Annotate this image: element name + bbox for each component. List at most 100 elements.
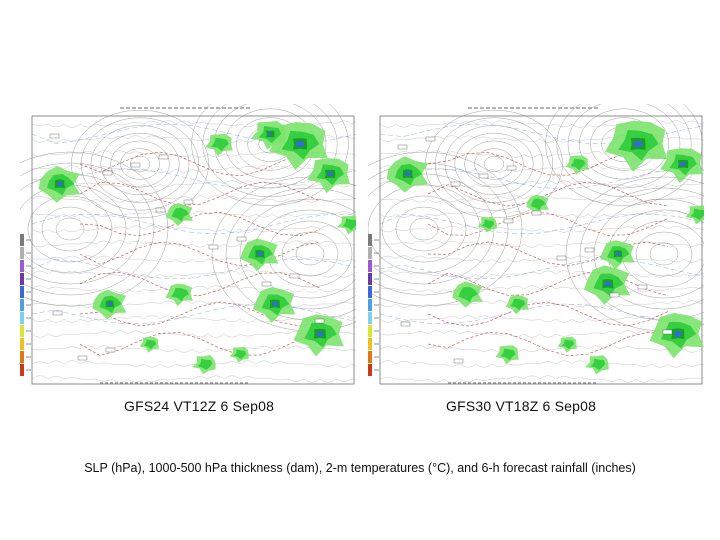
map-panel-left xyxy=(20,104,356,388)
thickness-contour xyxy=(31,303,356,324)
colorbar-swatch xyxy=(20,364,24,376)
colorbar-swatch xyxy=(20,247,24,259)
rainfall-area xyxy=(458,286,479,303)
rainfall-area xyxy=(211,137,229,152)
isobar-line xyxy=(31,195,356,203)
colorbar-swatch xyxy=(368,325,372,337)
isobar-contour xyxy=(20,151,169,307)
contour-label xyxy=(102,170,113,176)
colorbar-swatch xyxy=(20,260,24,272)
isobar-line xyxy=(379,225,704,233)
colorbar-swatch xyxy=(20,325,24,337)
isobar-contour xyxy=(129,156,151,172)
temperature-contour xyxy=(427,181,669,207)
isobar-line xyxy=(379,375,704,383)
temperature-contour xyxy=(427,301,669,327)
rainfall-area xyxy=(690,208,704,221)
isobar-contour xyxy=(368,184,481,274)
contour-label xyxy=(130,162,141,168)
thickness-contour xyxy=(31,214,356,235)
rainfall-area xyxy=(233,349,247,360)
contour-label xyxy=(261,281,272,287)
contour-label xyxy=(503,218,514,224)
isobar-contour xyxy=(55,217,85,241)
rainfall-core xyxy=(107,302,113,306)
temperature-contour xyxy=(427,272,669,297)
isobar-line xyxy=(31,165,356,173)
isobar-line xyxy=(31,210,356,218)
rainfall-area xyxy=(570,158,586,171)
isobar-contour xyxy=(464,140,524,188)
rainfall-area xyxy=(481,219,494,229)
isobar-line xyxy=(379,285,704,293)
map-panel-right xyxy=(368,104,704,388)
rainfall-area xyxy=(171,207,190,222)
colorbar-swatch xyxy=(368,273,372,285)
colorbar-swatch xyxy=(20,312,24,324)
isobar-contour xyxy=(545,104,703,206)
isobar-contour xyxy=(454,132,534,196)
contour-label xyxy=(155,207,166,213)
rainfall-core xyxy=(615,252,621,256)
forecast-map-left xyxy=(20,104,356,385)
isobar-contour xyxy=(578,108,670,180)
contour-label xyxy=(236,236,247,242)
thickness-contour xyxy=(379,123,704,145)
isobar-contour xyxy=(239,198,356,310)
temperature-contour xyxy=(79,181,321,206)
contour-label xyxy=(158,154,169,160)
rainfall-core xyxy=(633,140,643,148)
temperature-contour xyxy=(79,151,321,177)
isobar-contour xyxy=(110,140,170,188)
rainfall-area xyxy=(510,298,526,311)
colorbar-swatch xyxy=(368,299,372,311)
isobar-contour xyxy=(20,162,155,296)
isobar-line xyxy=(31,375,356,383)
contour-label xyxy=(584,247,595,253)
contour-label xyxy=(105,347,116,353)
isobar-contour xyxy=(434,117,554,211)
temperature-contour xyxy=(79,301,321,327)
contour-label xyxy=(208,244,219,250)
figure-caption: SLP (hPa), 1000-500 hPa thickness (dam),… xyxy=(84,461,636,475)
isobar-line xyxy=(379,270,704,278)
contour-label xyxy=(556,255,567,261)
isobar-contour xyxy=(100,132,180,196)
contour-label xyxy=(506,165,517,171)
thickness-contour xyxy=(31,258,356,280)
contour-label xyxy=(637,284,648,290)
contour-label xyxy=(397,144,408,150)
contour-label xyxy=(289,273,300,279)
isobar-contour xyxy=(295,242,325,266)
contour-label xyxy=(425,136,436,142)
colorbar-swatch xyxy=(368,247,372,259)
isobar-line xyxy=(31,270,356,278)
temperature-contour xyxy=(427,212,669,236)
isobar-line xyxy=(31,225,356,233)
rainfall-core xyxy=(295,141,305,147)
thickness-contour xyxy=(31,123,356,144)
contour-label xyxy=(183,199,194,205)
isobar-line xyxy=(31,255,356,263)
isobar-line xyxy=(379,300,704,308)
forecast-map-right xyxy=(368,104,704,385)
isobar-line xyxy=(379,360,704,368)
isobar-contour xyxy=(635,231,693,277)
isobar-contour xyxy=(80,117,200,211)
temperature-contour xyxy=(427,331,669,357)
contour-label xyxy=(314,318,325,324)
isobar-contour xyxy=(71,109,209,219)
colorbar-swatch xyxy=(20,351,24,363)
colorbar-swatch xyxy=(368,338,372,350)
rainfall-area xyxy=(342,218,356,231)
temperature-contour xyxy=(427,152,669,176)
colorbar-swatch xyxy=(368,312,372,324)
colorbar-swatch xyxy=(368,364,372,376)
contour-label xyxy=(400,321,411,327)
isobar-contour xyxy=(381,195,467,263)
rainfall-core xyxy=(56,181,64,187)
isobar-contour xyxy=(90,125,190,203)
thickness-contour xyxy=(379,213,704,235)
isobar-contour xyxy=(483,156,505,172)
contour-label xyxy=(662,329,673,335)
